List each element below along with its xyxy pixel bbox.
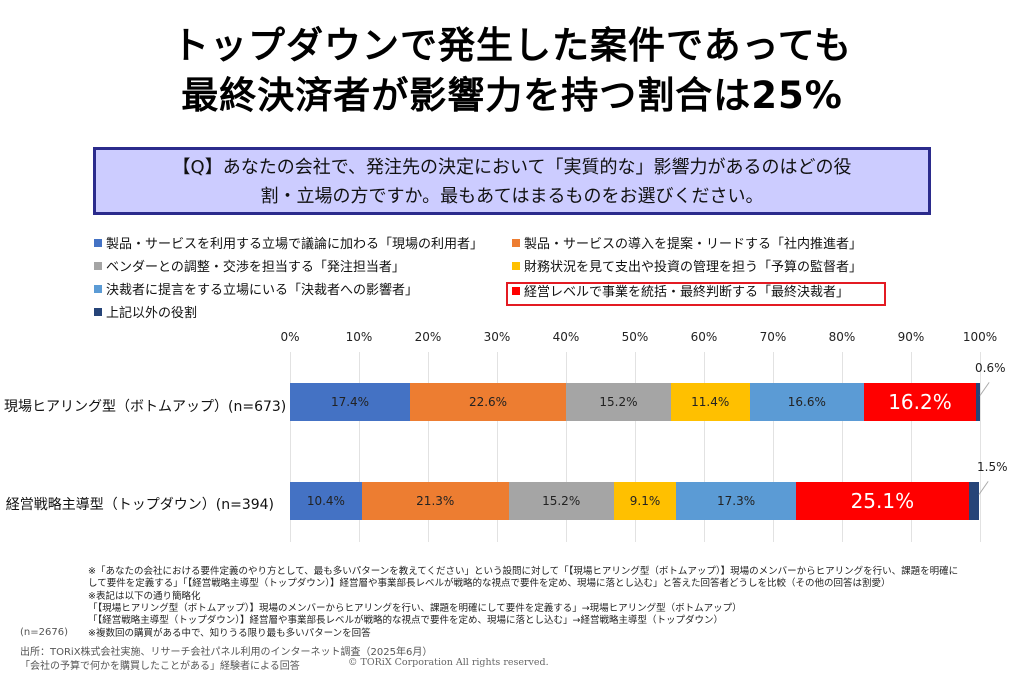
data-label: 17.3% [717, 494, 756, 508]
gridline [980, 352, 981, 542]
gridline [635, 352, 636, 542]
legend-swatch-icon [94, 262, 102, 270]
data-label: 21.3% [416, 494, 455, 508]
legend-swatch-icon [94, 239, 102, 247]
legend-item: 上記以外の役割 [94, 305, 197, 323]
legend-swatch-icon [512, 262, 520, 270]
data-label: 22.6% [468, 395, 508, 409]
copyright: © TORiX Corporation All rights reserved. [348, 657, 549, 668]
bar-segment: 15.2% [508, 482, 614, 520]
x-tick-label: 40% [552, 330, 580, 344]
data-label: 15.2% [599, 395, 638, 409]
bar-segment: 15.2% [566, 383, 671, 421]
bar-segment [975, 383, 980, 421]
legend-swatch-icon [94, 285, 102, 293]
footnote-line: して要件を定義する」「【経営戦略主導型（トップダウン）】経営層や事業部長レベルが… [88, 578, 891, 589]
legend-label: ベンダーとの調整・交渉を担当する「発注担当者」 [106, 260, 405, 275]
x-tick-label: 90% [897, 330, 925, 344]
legend-highlight-frame [506, 282, 886, 306]
headline-line-1: トップダウンで発生した案件であっても [172, 24, 852, 67]
x-tick-label: 30% [483, 330, 511, 344]
bar-segment: 21.3% [361, 482, 509, 520]
legend-item: 経営レベルで事業を統括・最終判断する「最終決裁者」 [512, 284, 849, 302]
data-label: 9.1% [629, 494, 661, 508]
gridline [290, 352, 291, 542]
x-tick-label: 60% [690, 330, 718, 344]
gridline [497, 352, 498, 542]
bar-segment: 10.4% [290, 482, 362, 520]
legend-item: 製品・サービスを利用する立場で議論に加わる「現場の利用者」 [94, 236, 483, 254]
legend-label: 経営レベルで事業を統括・最終判断する「最終決裁者」 [524, 285, 850, 300]
legend-label: 製品・サービスの導入を提案・リードする「社内推進者」 [524, 237, 863, 252]
footnote-line: 「【現場ヒアリング型（ボトムアップ）】現場のメンバーからヒアリングを行い、課題を… [88, 603, 742, 614]
footnote-line: ※表記は以下の通り簡略化 [88, 591, 201, 602]
bar-segment: 17.3% [676, 482, 796, 520]
x-tick-label: 100% [962, 330, 998, 344]
legend-swatch-icon [512, 239, 520, 247]
source-line-1: 出所：TORiX株式会社実施、リサーチ会社パネル利用のインターネット調査（202… [20, 647, 433, 658]
category-label: 現場ヒアリング型（ボトムアップ）(n=673) [4, 399, 287, 415]
gridline [911, 352, 912, 542]
category-label: 経営戦略主導型（トップダウン）(n=394) [5, 497, 274, 513]
total-sample-size: (n=2676) [20, 627, 68, 638]
data-label-outside: 1.5% [977, 460, 1008, 474]
legend-item: 財務状況を見て支出や投資の管理を担う「予算の監督者」 [512, 259, 862, 277]
legend-label: 上記以外の役割 [106, 306, 198, 321]
bar-segment: 9.1% [613, 482, 677, 520]
gridline [704, 352, 705, 542]
data-label: 16.6% [787, 395, 826, 409]
legend-label: 財務状況を見て支出や投資の管理を担う「予算の監督者」 [524, 260, 863, 275]
footnote-line: ※「あなたの会社における要件定義のやり方として、最も多いパターンを教えてください… [88, 566, 959, 577]
leader-line [979, 382, 990, 396]
x-tick-label: 0% [280, 330, 300, 344]
x-tick-label: 80% [828, 330, 856, 344]
legend-item: 製品・サービスの導入を提案・リードする「社内推進者」 [512, 236, 862, 254]
data-label: 17.4% [330, 395, 370, 409]
data-label: 10.4% [306, 494, 345, 508]
gridline [773, 352, 774, 542]
data-label: 11.4% [691, 395, 730, 409]
x-tick-label: 50% [621, 330, 649, 344]
question-line-1: 【Q】あなたの会社で、発注先の決定において「実質的な」影響力があるのはどの役 [172, 157, 852, 178]
bar-segment [968, 482, 980, 520]
data-label: 25.1% [850, 489, 915, 513]
legend-item: 決裁者に提言をする立場にいる「決裁者への影響者」 [94, 282, 418, 300]
bar-segment: 22.6% [410, 383, 566, 421]
gridline [359, 352, 360, 542]
data-label: 15.2% [542, 494, 581, 508]
footnote-line: 「【経営戦略主導型（トップダウン）】経営層や事業部長レベルが戦略的な視点で要件を… [88, 615, 723, 626]
bar-segment: 17.4% [290, 383, 411, 421]
question-line-2: 割・立場の方ですか。最もあてはまるものをお選びください。 [260, 186, 764, 207]
legend-swatch-icon [94, 308, 102, 316]
bar-segment: 16.6% [749, 383, 865, 421]
bar-segment: 25.1% [795, 482, 969, 520]
gridline [428, 352, 429, 542]
footnote-line: ※複数回の購買がある中で、知りうる限り最も多いパターンを回答 [88, 628, 371, 639]
legend-label: 製品・サービスを利用する立場で議論に加わる「現場の利用者」 [106, 237, 484, 252]
x-tick-label: 10% [345, 330, 373, 344]
legend-item: ベンダーとの調整・交渉を担当する「発注担当者」 [94, 259, 405, 277]
question-box: 【Q】あなたの会社で、発注先の決定において「実質的な」影響力があるのはどの役 割… [93, 147, 931, 215]
x-tick-label: 70% [759, 330, 787, 344]
data-label-outside: 0.6% [975, 361, 1006, 375]
data-label: 16.2% [888, 390, 952, 414]
source-line-2: 「会社の予算で何かを購買したことがある」経験者による回答 [20, 661, 300, 672]
headline-line-2: 最終決済者が影響力を持つ割合は25% [181, 74, 843, 117]
bar-segment: 16.2% [864, 383, 976, 421]
legend-label: 決裁者に提言をする立場にいる「決裁者への影響者」 [106, 283, 419, 298]
gridline [566, 352, 567, 542]
legend-swatch-icon [512, 287, 520, 295]
bar-segment: 11.4% [670, 383, 750, 421]
gridline [842, 352, 843, 542]
x-tick-label: 20% [414, 330, 442, 344]
